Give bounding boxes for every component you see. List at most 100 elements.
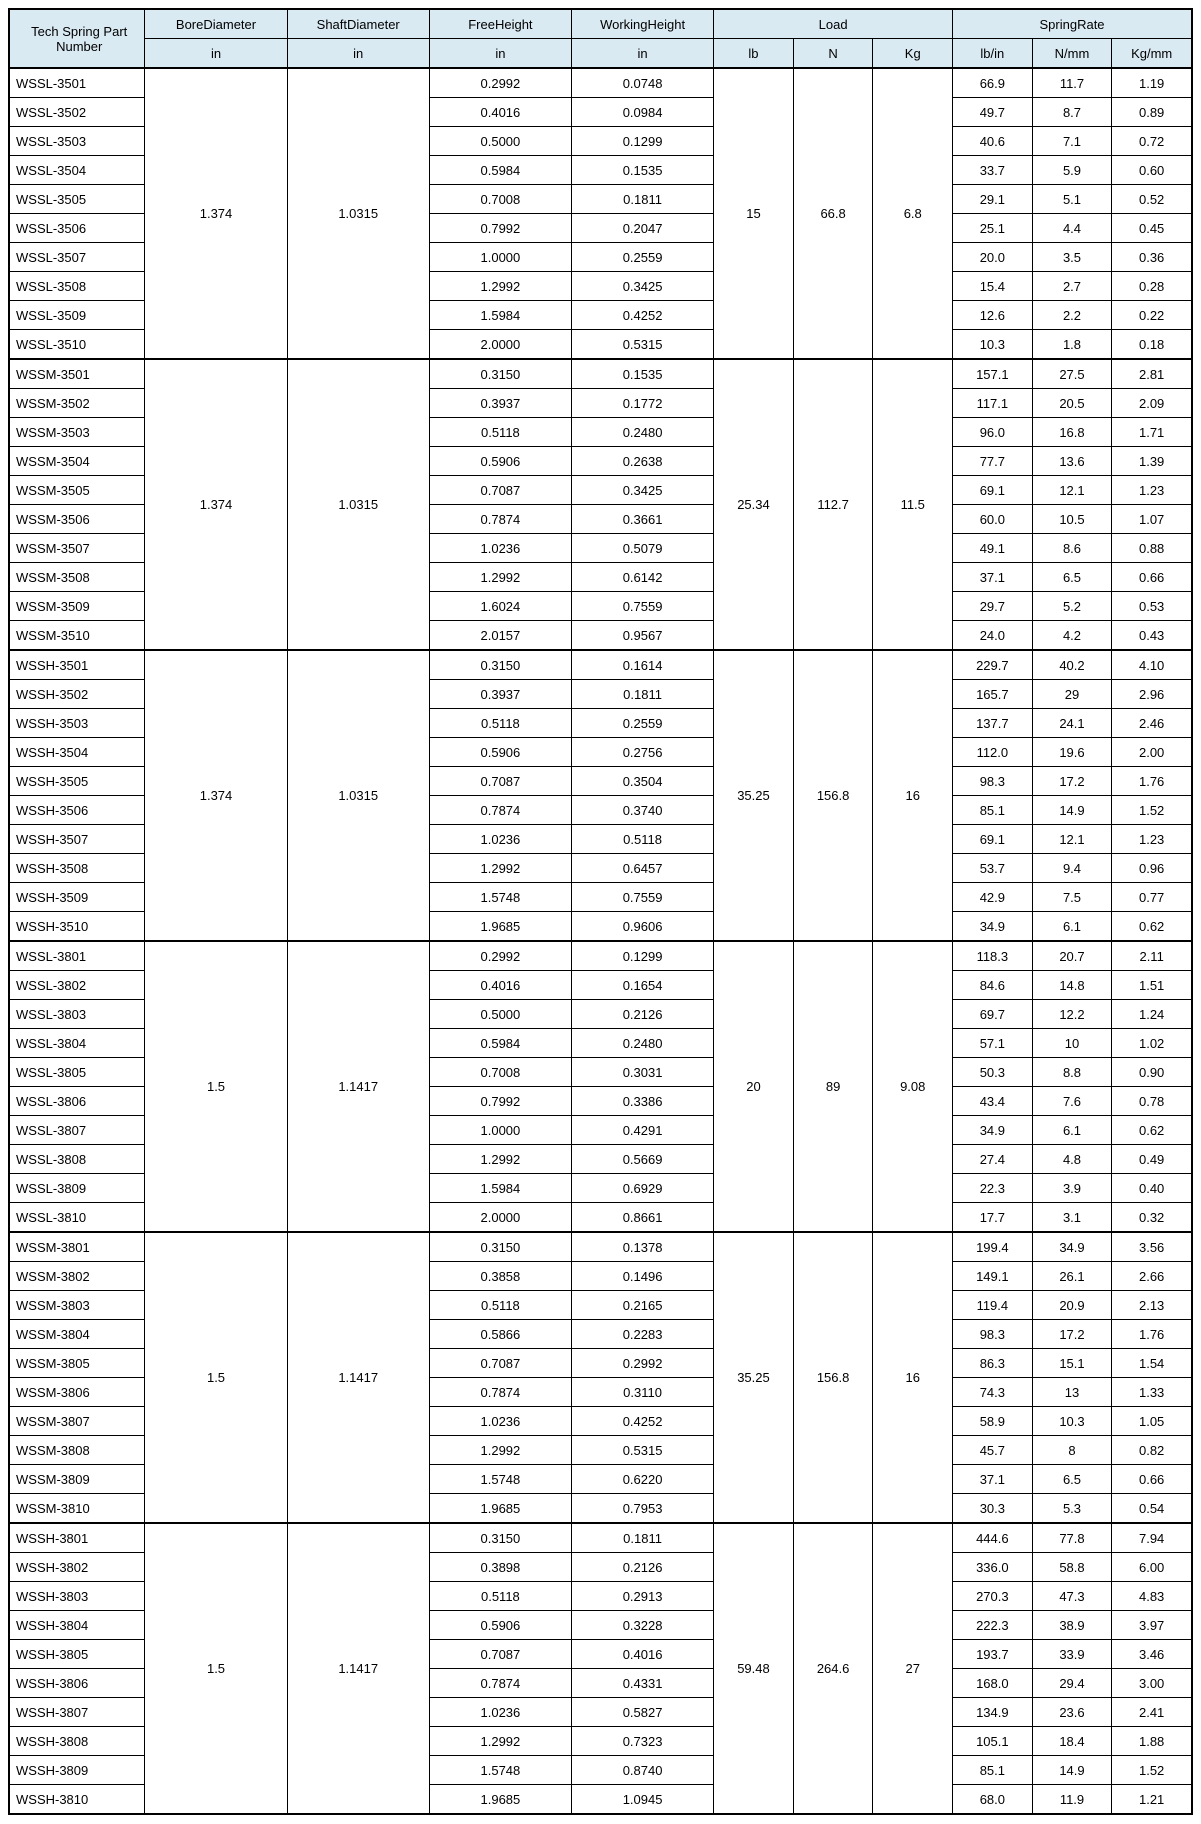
cell-working-height: 0.9606 [571, 912, 713, 942]
cell-rate-lbin: 199.4 [953, 1232, 1033, 1262]
cell-part-number: WSSH-3501 [9, 650, 145, 680]
cell-free-height: 0.3150 [429, 1232, 571, 1262]
cell-part-number: WSSL-3508 [9, 272, 145, 301]
cell-rate-kgmm: 1.24 [1112, 1000, 1192, 1029]
cell-working-height: 0.3661 [571, 505, 713, 534]
unit-rate-lbin: lb/in [953, 39, 1033, 69]
cell-rate-nmm: 14.9 [1032, 1756, 1112, 1785]
cell-rate-nmm: 77.8 [1032, 1523, 1112, 1553]
cell-rate-lbin: 74.3 [953, 1378, 1033, 1407]
cell-load-n: 156.8 [793, 650, 873, 941]
cell-free-height: 0.3150 [429, 1523, 571, 1553]
cell-rate-lbin: 96.0 [953, 418, 1033, 447]
cell-rate-nmm: 47.3 [1032, 1582, 1112, 1611]
cell-load-lb: 20 [714, 941, 794, 1232]
cell-free-height: 0.5000 [429, 127, 571, 156]
cell-working-height: 0.2283 [571, 1320, 713, 1349]
cell-free-height: 1.2992 [429, 1436, 571, 1465]
cell-working-height: 0.1614 [571, 650, 713, 680]
cell-rate-kgmm: 2.66 [1112, 1262, 1192, 1291]
cell-rate-nmm: 1.8 [1032, 330, 1112, 360]
cell-free-height: 0.7874 [429, 505, 571, 534]
cell-rate-kgmm: 2.11 [1112, 941, 1192, 971]
unit-rate-nmm: N/mm [1032, 39, 1112, 69]
cell-part-number: WSSH-3801 [9, 1523, 145, 1553]
cell-load-kg: 9.08 [873, 941, 953, 1232]
cell-rate-nmm: 17.2 [1032, 1320, 1112, 1349]
cell-free-height: 1.9685 [429, 912, 571, 942]
cell-rate-lbin: 98.3 [953, 767, 1033, 796]
unit-load-n: N [793, 39, 873, 69]
cell-rate-kgmm: 0.78 [1112, 1087, 1192, 1116]
unit-bore-in: in [145, 39, 287, 69]
cell-rate-lbin: 29.1 [953, 185, 1033, 214]
cell-free-height: 1.9685 [429, 1494, 571, 1524]
cell-working-height: 0.6220 [571, 1465, 713, 1494]
cell-free-height: 0.5906 [429, 1611, 571, 1640]
cell-working-height: 0.5315 [571, 1436, 713, 1465]
cell-free-height: 1.5984 [429, 301, 571, 330]
cell-part-number: WSSM-3501 [9, 359, 145, 389]
cell-free-height: 0.4016 [429, 971, 571, 1000]
cell-rate-lbin: 86.3 [953, 1349, 1033, 1378]
cell-shaft-diameter: 1.0315 [287, 359, 429, 650]
cell-working-height: 0.2638 [571, 447, 713, 476]
cell-part-number: WSSH-3805 [9, 1640, 145, 1669]
cell-rate-lbin: 112.0 [953, 738, 1033, 767]
cell-part-number: WSSH-3508 [9, 854, 145, 883]
cell-working-height: 0.7559 [571, 592, 713, 621]
cell-part-number: WSSL-3804 [9, 1029, 145, 1058]
spring-spec-table: Tech Spring Part Number BoreDiameter Sha… [8, 8, 1193, 1815]
cell-rate-kgmm: 0.66 [1112, 1465, 1192, 1494]
cell-rate-kgmm: 2.41 [1112, 1698, 1192, 1727]
cell-bore-diameter: 1.5 [145, 941, 287, 1232]
cell-rate-lbin: 85.1 [953, 796, 1033, 825]
cell-free-height: 1.9685 [429, 1785, 571, 1815]
cell-rate-lbin: 134.9 [953, 1698, 1033, 1727]
cell-working-height: 0.1654 [571, 971, 713, 1000]
cell-part-number: WSSL-3809 [9, 1174, 145, 1203]
cell-free-height: 0.5906 [429, 738, 571, 767]
cell-free-height: 0.3150 [429, 359, 571, 389]
cell-rate-nmm: 7.1 [1032, 127, 1112, 156]
cell-rate-kgmm: 0.49 [1112, 1145, 1192, 1174]
cell-rate-nmm: 12.1 [1032, 825, 1112, 854]
cell-free-height: 0.3937 [429, 389, 571, 418]
cell-rate-kgmm: 0.40 [1112, 1174, 1192, 1203]
cell-working-height: 0.7323 [571, 1727, 713, 1756]
cell-free-height: 1.0236 [429, 825, 571, 854]
cell-rate-kgmm: 2.46 [1112, 709, 1192, 738]
cell-part-number: WSSL-3509 [9, 301, 145, 330]
cell-free-height: 1.6024 [429, 592, 571, 621]
cell-rate-lbin: 30.3 [953, 1494, 1033, 1524]
cell-rate-nmm: 10.3 [1032, 1407, 1112, 1436]
cell-rate-nmm: 6.1 [1032, 1116, 1112, 1145]
unit-work-in: in [571, 39, 713, 69]
cell-free-height: 0.3150 [429, 650, 571, 680]
cell-working-height: 0.2992 [571, 1349, 713, 1378]
cell-working-height: 0.1772 [571, 389, 713, 418]
cell-rate-kgmm: 1.52 [1112, 1756, 1192, 1785]
cell-rate-nmm: 10 [1032, 1029, 1112, 1058]
cell-rate-kgmm: 3.46 [1112, 1640, 1192, 1669]
cell-rate-nmm: 7.5 [1032, 883, 1112, 912]
cell-working-height: 0.1535 [571, 359, 713, 389]
cell-free-height: 1.0236 [429, 534, 571, 563]
cell-rate-kgmm: 0.72 [1112, 127, 1192, 156]
cell-working-height: 0.0748 [571, 68, 713, 98]
cell-part-number: WSSH-3507 [9, 825, 145, 854]
cell-rate-lbin: 37.1 [953, 1465, 1033, 1494]
cell-rate-kgmm: 2.96 [1112, 680, 1192, 709]
cell-rate-nmm: 18.4 [1032, 1727, 1112, 1756]
cell-free-height: 1.5748 [429, 1465, 571, 1494]
col-part-number: Tech Spring Part Number [9, 9, 145, 68]
col-shaft-diameter: ShaftDiameter [287, 9, 429, 39]
cell-part-number: WSSH-3810 [9, 1785, 145, 1815]
cell-load-n: 156.8 [793, 1232, 873, 1523]
cell-rate-lbin: 34.9 [953, 1116, 1033, 1145]
cell-working-height: 0.4252 [571, 301, 713, 330]
cell-free-height: 1.2992 [429, 272, 571, 301]
cell-free-height: 1.2992 [429, 854, 571, 883]
cell-rate-lbin: 85.1 [953, 1756, 1033, 1785]
cell-working-height: 0.1535 [571, 156, 713, 185]
